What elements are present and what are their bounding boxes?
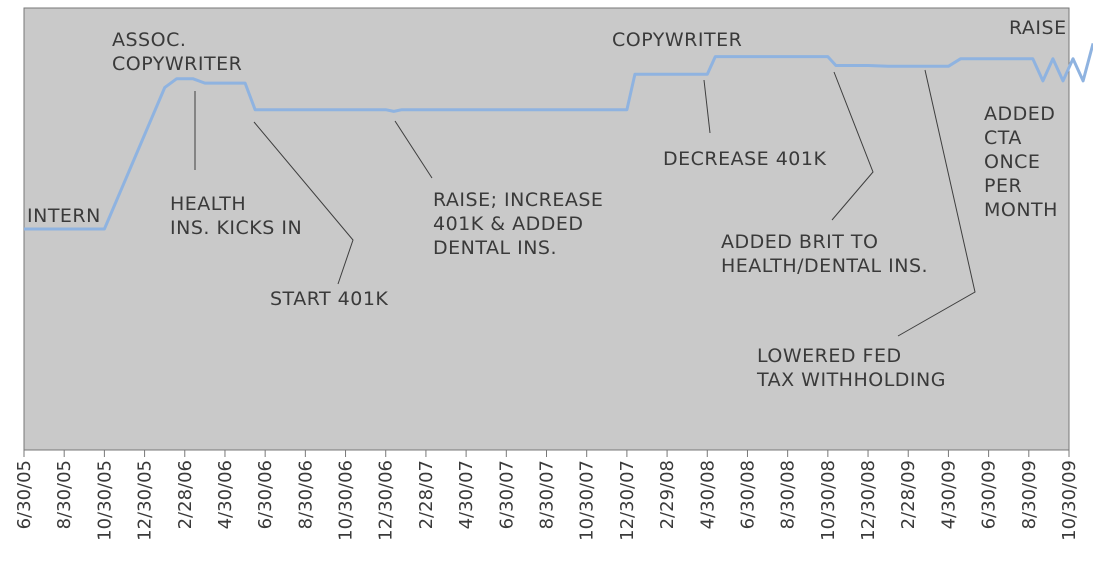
x-tick-label: 6/30/07 [496, 460, 517, 529]
x-tick-label: 8/30/06 [295, 460, 316, 529]
annotation-line: DECREASE 401K [663, 148, 826, 170]
annotation-lowered-fed: LOWERED FED TAX WITHHOLDING [756, 345, 946, 391]
x-tick-label: 12/30/06 [376, 460, 397, 541]
annotation-assoc-copywriter: ASSOC. COPYWRITER [112, 29, 242, 75]
x-tick-label: 8/30/05 [54, 460, 75, 529]
x-tick-label: 4/30/07 [456, 460, 477, 529]
annotation-added-brit: ADDED BRIT TO HEALTH/DENTAL INS. [721, 231, 928, 277]
x-tick-label: 6/30/08 [737, 460, 758, 529]
x-tick-label: 6/30/09 [979, 460, 1000, 529]
annotation-line: COPYWRITER [112, 53, 242, 75]
x-tick-label: 8/30/09 [1019, 460, 1040, 529]
annotation-line: LOWERED FED [757, 345, 902, 367]
x-tick-label: 4/30/08 [697, 460, 718, 529]
annotation-decrease-401k: DECREASE 401K [663, 148, 826, 170]
x-tick-label: 8/30/08 [778, 460, 799, 529]
annotation-line: ASSOC. [112, 29, 186, 51]
annotation-line: INS. KICKS IN [170, 217, 302, 239]
x-tick-label: 4/30/09 [938, 460, 959, 529]
annotation-intern: INTERN [27, 205, 101, 227]
x-tick-label: 12/30/08 [858, 460, 879, 541]
x-axis-ticks: 6/30/05 8/30/05 10/30/05 12/30/05 2/28/06 4/3… [14, 450, 1080, 541]
x-tick-label: 2/28/06 [175, 460, 196, 529]
x-tick-label: 2/28/09 [898, 460, 919, 529]
annotation-line: DENTAL INS. [433, 237, 557, 259]
series-line-paycheck [24, 43, 1093, 231]
x-tick-label: 12/30/05 [135, 460, 156, 541]
annotation-line: MONTH [984, 199, 1058, 221]
annotation-line: ONCE [984, 151, 1040, 173]
annotation-copywriter: COPYWRITER [612, 29, 742, 51]
annotation-leader-lines [194, 69, 976, 337]
x-tick-label: 4/30/06 [215, 460, 236, 529]
x-tick-label: 2/28/07 [416, 460, 437, 529]
annotation-leader-line [703, 79, 711, 134]
annotation-line: 401K & ADDED [433, 213, 584, 235]
annotation-line: HEALTH/DENTAL INS. [721, 255, 928, 277]
x-tick-label: 8/30/07 [537, 460, 558, 529]
annotation-line: INTERN [27, 205, 101, 227]
annotation-added-cta: ADDED CTA ONCE PER MONTH [984, 103, 1058, 221]
annotation-start-401k: START 401K [270, 288, 388, 310]
annotation-leader-line [831, 71, 874, 221]
annotation-line: ADDED BRIT TO [721, 231, 878, 253]
annotation-raise-increase: RAISE; INCREASE 401K & ADDED DENTAL INS. [433, 189, 603, 259]
x-tick-label: 10/30/07 [577, 460, 598, 541]
x-tick-label: 10/30/08 [818, 460, 839, 541]
annotation-line: RAISE [1009, 17, 1067, 39]
annotation-leader-line [394, 120, 433, 179]
annotation-line: START 401K [270, 288, 388, 310]
annotation-health-ins: HEALTH INS. KICKS IN [170, 193, 302, 239]
annotation-line: TAX WITHHOLDING [756, 369, 946, 391]
x-tick-label: 10/30/05 [94, 460, 115, 541]
annotation-leader-line [253, 121, 354, 285]
x-tick-label: 6/30/06 [255, 460, 276, 529]
annotation-line: ADDED [984, 103, 1055, 125]
x-tick-label: 12/30/07 [617, 460, 638, 541]
x-tick-label: 10/30/09 [1059, 460, 1080, 541]
annotation-line: RAISE; INCREASE [433, 189, 603, 211]
annotation-raise-end: RAISE [1009, 17, 1067, 39]
x-tick-label: 10/30/06 [336, 460, 357, 541]
annotation-leader-line [897, 69, 976, 337]
x-tick-label: 6/30/05 [14, 460, 35, 529]
annotation-line: COPYWRITER [612, 29, 742, 51]
annotation-line: CTA [984, 127, 1022, 149]
annotation-line: PER [984, 175, 1022, 197]
x-tick-label: 2/29/08 [657, 460, 678, 529]
annotation-line: HEALTH [170, 193, 246, 215]
